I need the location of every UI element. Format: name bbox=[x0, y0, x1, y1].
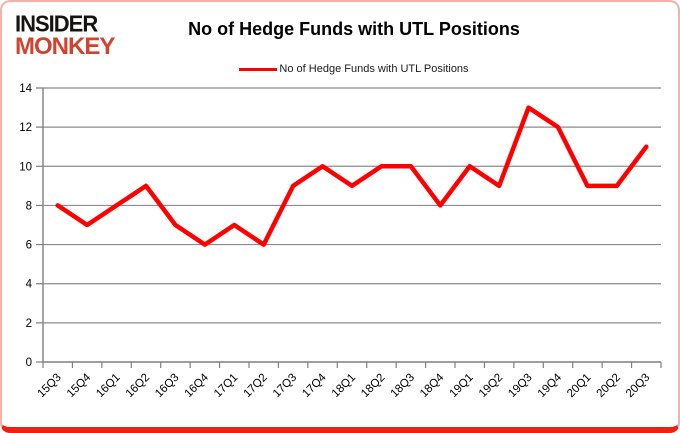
svg-text:19Q2: 19Q2 bbox=[477, 372, 505, 400]
svg-text:8: 8 bbox=[26, 200, 32, 212]
logo-text-monkey: MONKEY bbox=[15, 32, 115, 60]
svg-text:2: 2 bbox=[26, 318, 32, 330]
svg-text:19Q4: 19Q4 bbox=[536, 371, 565, 400]
svg-text:17Q4: 17Q4 bbox=[300, 371, 329, 400]
svg-text:18Q2: 18Q2 bbox=[359, 372, 387, 400]
svg-text:6: 6 bbox=[26, 240, 32, 252]
svg-text:19Q3: 19Q3 bbox=[506, 372, 534, 400]
svg-text:19Q1: 19Q1 bbox=[447, 372, 475, 400]
svg-text:20Q2: 20Q2 bbox=[595, 372, 623, 400]
chart-title: No of Hedge Funds with UTL Positions bbox=[188, 19, 520, 39]
svg-text:18Q1: 18Q1 bbox=[330, 372, 358, 400]
legend-line-swatch bbox=[239, 67, 278, 71]
logo-text-insider: INSIDER bbox=[15, 10, 98, 37]
chart-legend: No of Hedge Funds with UTL Positions bbox=[45, 63, 663, 75]
svg-text:16Q2: 16Q2 bbox=[124, 372, 152, 400]
legend-label: No of Hedge Funds with UTL Positions bbox=[279, 63, 469, 75]
svg-text:16Q4: 16Q4 bbox=[183, 371, 212, 400]
svg-text:16Q3: 16Q3 bbox=[153, 372, 181, 400]
svg-text:17Q1: 17Q1 bbox=[212, 372, 240, 400]
svg-text:17Q3: 17Q3 bbox=[271, 372, 299, 400]
svg-text:15Q4: 15Q4 bbox=[65, 371, 94, 400]
insider-monkey-logo: INSIDER MONKEY bbox=[15, 10, 115, 60]
svg-text:0: 0 bbox=[26, 357, 32, 369]
svg-text:14: 14 bbox=[19, 83, 32, 95]
svg-text:20Q1: 20Q1 bbox=[565, 372, 593, 400]
svg-text:17Q2: 17Q2 bbox=[241, 372, 269, 400]
svg-text:18Q3: 18Q3 bbox=[389, 372, 417, 400]
svg-text:12: 12 bbox=[19, 122, 32, 134]
svg-text:16Q1: 16Q1 bbox=[94, 372, 122, 400]
svg-text:20Q3: 20Q3 bbox=[624, 372, 652, 400]
svg-text:4: 4 bbox=[26, 279, 33, 291]
svg-text:18Q4: 18Q4 bbox=[418, 371, 447, 400]
svg-text:10: 10 bbox=[19, 161, 32, 173]
svg-text:15Q3: 15Q3 bbox=[35, 372, 63, 400]
